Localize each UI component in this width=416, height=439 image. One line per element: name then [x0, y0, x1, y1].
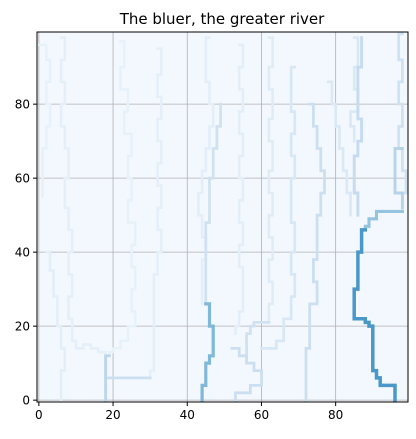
river-path [393, 147, 404, 210]
x-tick-label: 80 [328, 408, 343, 422]
x-tick-label: 0 [35, 408, 43, 422]
river-path [267, 36, 274, 324]
plot-area [37, 32, 408, 402]
x-tick-label: 20 [105, 408, 120, 422]
river-path [37, 43, 52, 198]
y-tick-label: 0 [22, 394, 30, 408]
river-path [148, 47, 163, 380]
x-tick-label: 40 [180, 408, 195, 422]
river-path [104, 354, 111, 402]
y-tick-label: 40 [15, 246, 30, 260]
y-tick-label: 60 [15, 172, 30, 186]
y-tick-label: 80 [15, 98, 30, 112]
river-path [45, 250, 67, 402]
river-path [230, 347, 263, 402]
river-path [234, 43, 245, 335]
river-path [59, 36, 107, 358]
river-path [200, 302, 215, 402]
chart-title: The bluer, the greater river [119, 10, 325, 28]
river-path [363, 209, 404, 232]
river-path [397, 32, 408, 210]
plot-frame [36, 31, 409, 403]
x-tick-label: 60 [254, 408, 269, 422]
heatmap-background [37, 32, 408, 402]
river-path [352, 36, 364, 217]
y-tick-label: 20 [15, 320, 30, 334]
river-path [204, 102, 222, 306]
river-path [304, 102, 326, 402]
river-path [245, 321, 271, 365]
axes: 0 20 40 60 80 0 20 40 60 80 [15, 31, 409, 422]
river-path [352, 228, 397, 402]
river-path [260, 65, 297, 350]
river-path [326, 80, 352, 217]
river-path [108, 40, 137, 358]
